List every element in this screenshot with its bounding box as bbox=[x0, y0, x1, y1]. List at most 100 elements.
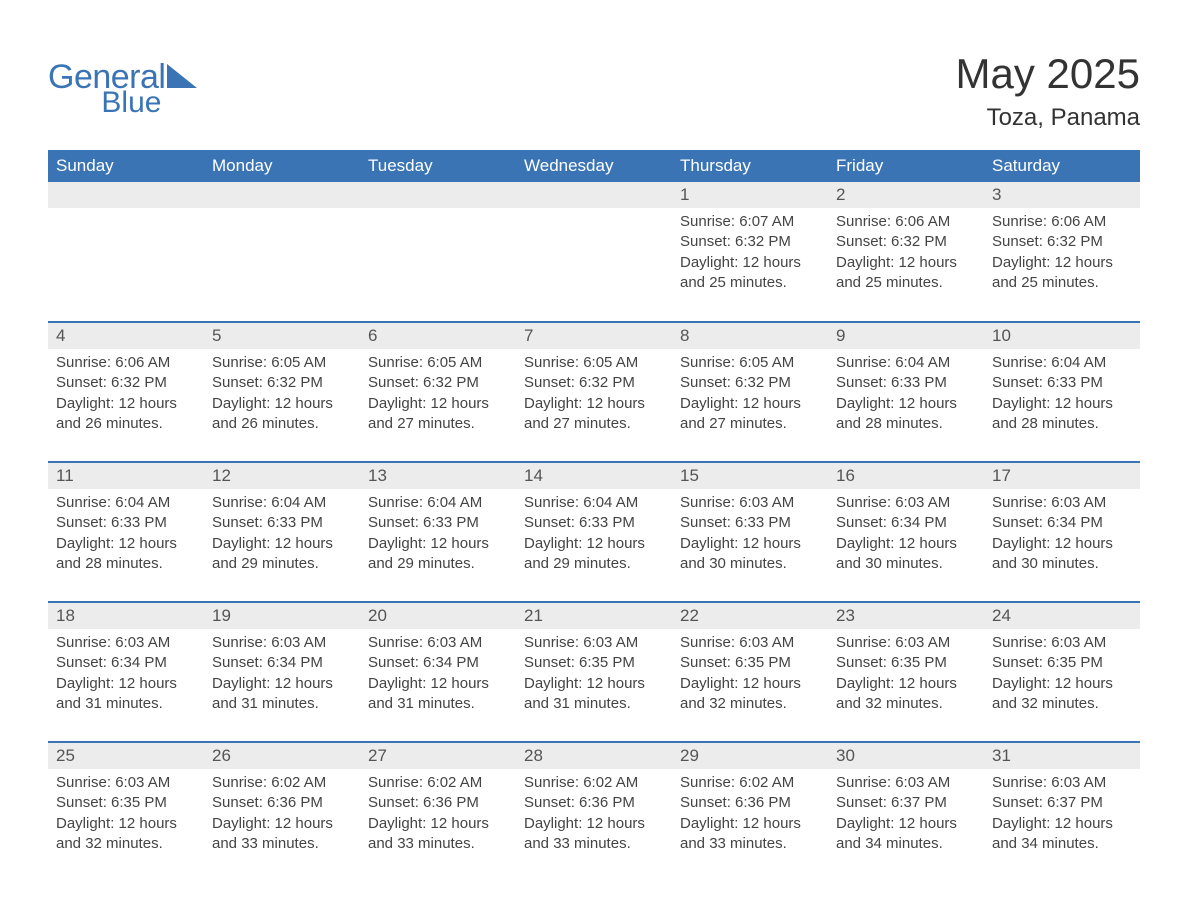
day-number: 10 bbox=[984, 323, 1140, 349]
day-number: 22 bbox=[672, 603, 828, 629]
day-content: Sunrise: 6:03 AMSunset: 6:35 PMDaylight:… bbox=[48, 769, 204, 862]
calendar-day-cell: 7Sunrise: 6:05 AMSunset: 6:32 PMDaylight… bbox=[516, 322, 672, 462]
daylight-line: Daylight: 12 hours and 32 minutes. bbox=[992, 674, 1132, 715]
day-number-empty bbox=[516, 182, 672, 208]
daylight-line: Daylight: 12 hours and 28 minutes. bbox=[836, 394, 976, 435]
day-number: 15 bbox=[672, 463, 828, 489]
weekday-header: Saturday bbox=[984, 150, 1140, 182]
sunset-line: Sunset: 6:32 PM bbox=[524, 373, 664, 393]
day-number: 28 bbox=[516, 743, 672, 769]
calendar-day-cell: 27Sunrise: 6:02 AMSunset: 6:36 PMDayligh… bbox=[360, 742, 516, 882]
day-content: Sunrise: 6:03 AMSunset: 6:34 PMDaylight:… bbox=[828, 489, 984, 582]
calendar-day-cell bbox=[204, 182, 360, 322]
header: General Blue May 2025 Toza, Panama bbox=[48, 50, 1140, 132]
sunset-line: Sunset: 6:32 PM bbox=[992, 232, 1132, 252]
calendar-day-cell: 24Sunrise: 6:03 AMSunset: 6:35 PMDayligh… bbox=[984, 602, 1140, 742]
calendar-day-cell: 29Sunrise: 6:02 AMSunset: 6:36 PMDayligh… bbox=[672, 742, 828, 882]
calendar-day-cell: 28Sunrise: 6:02 AMSunset: 6:36 PMDayligh… bbox=[516, 742, 672, 882]
sunset-line: Sunset: 6:36 PM bbox=[368, 793, 508, 813]
daylight-line: Daylight: 12 hours and 27 minutes. bbox=[524, 394, 664, 435]
daylight-line: Daylight: 12 hours and 33 minutes. bbox=[212, 814, 352, 855]
calendar-day-cell: 19Sunrise: 6:03 AMSunset: 6:34 PMDayligh… bbox=[204, 602, 360, 742]
sunset-line: Sunset: 6:33 PM bbox=[524, 513, 664, 533]
calendar-day-cell bbox=[360, 182, 516, 322]
sunrise-line: Sunrise: 6:06 AM bbox=[992, 212, 1132, 232]
daylight-line: Daylight: 12 hours and 29 minutes. bbox=[368, 534, 508, 575]
day-content: Sunrise: 6:05 AMSunset: 6:32 PMDaylight:… bbox=[204, 349, 360, 442]
weekday-header: Tuesday bbox=[360, 150, 516, 182]
day-number: 12 bbox=[204, 463, 360, 489]
calendar-day-cell: 25Sunrise: 6:03 AMSunset: 6:35 PMDayligh… bbox=[48, 742, 204, 882]
sunrise-line: Sunrise: 6:03 AM bbox=[992, 633, 1132, 653]
day-content: Sunrise: 6:03 AMSunset: 6:34 PMDaylight:… bbox=[48, 629, 204, 722]
calendar-day-cell: 15Sunrise: 6:03 AMSunset: 6:33 PMDayligh… bbox=[672, 462, 828, 602]
sunrise-line: Sunrise: 6:04 AM bbox=[524, 493, 664, 513]
sunrise-line: Sunrise: 6:05 AM bbox=[212, 353, 352, 373]
daylight-line: Daylight: 12 hours and 27 minutes. bbox=[368, 394, 508, 435]
day-content: Sunrise: 6:03 AMSunset: 6:35 PMDaylight:… bbox=[516, 629, 672, 722]
day-content: Sunrise: 6:06 AMSunset: 6:32 PMDaylight:… bbox=[984, 208, 1140, 301]
daylight-line: Daylight: 12 hours and 25 minutes. bbox=[836, 253, 976, 294]
calendar-week-row: 25Sunrise: 6:03 AMSunset: 6:35 PMDayligh… bbox=[48, 742, 1140, 882]
sunrise-line: Sunrise: 6:05 AM bbox=[524, 353, 664, 373]
day-number: 27 bbox=[360, 743, 516, 769]
day-number: 18 bbox=[48, 603, 204, 629]
calendar-day-cell: 18Sunrise: 6:03 AMSunset: 6:34 PMDayligh… bbox=[48, 602, 204, 742]
calendar-day-cell: 6Sunrise: 6:05 AMSunset: 6:32 PMDaylight… bbox=[360, 322, 516, 462]
calendar-day-cell: 11Sunrise: 6:04 AMSunset: 6:33 PMDayligh… bbox=[48, 462, 204, 602]
sunrise-line: Sunrise: 6:03 AM bbox=[212, 633, 352, 653]
sunset-line: Sunset: 6:34 PM bbox=[212, 653, 352, 673]
day-number: 20 bbox=[360, 603, 516, 629]
sunset-line: Sunset: 6:33 PM bbox=[992, 373, 1132, 393]
calendar-day-cell: 4Sunrise: 6:06 AMSunset: 6:32 PMDaylight… bbox=[48, 322, 204, 462]
sunset-line: Sunset: 6:34 PM bbox=[836, 513, 976, 533]
sunset-line: Sunset: 6:32 PM bbox=[680, 232, 820, 252]
sunset-line: Sunset: 6:32 PM bbox=[680, 373, 820, 393]
daylight-line: Daylight: 12 hours and 30 minutes. bbox=[992, 534, 1132, 575]
calendar-day-cell: 20Sunrise: 6:03 AMSunset: 6:34 PMDayligh… bbox=[360, 602, 516, 742]
sunrise-line: Sunrise: 6:04 AM bbox=[212, 493, 352, 513]
day-content: Sunrise: 6:03 AMSunset: 6:34 PMDaylight:… bbox=[360, 629, 516, 722]
sunrise-line: Sunrise: 6:03 AM bbox=[680, 493, 820, 513]
daylight-line: Daylight: 12 hours and 32 minutes. bbox=[56, 814, 196, 855]
day-content: Sunrise: 6:06 AMSunset: 6:32 PMDaylight:… bbox=[828, 208, 984, 301]
daylight-line: Daylight: 12 hours and 26 minutes. bbox=[212, 394, 352, 435]
daylight-line: Daylight: 12 hours and 32 minutes. bbox=[680, 674, 820, 715]
day-number: 2 bbox=[828, 182, 984, 208]
calendar-day-cell: 12Sunrise: 6:04 AMSunset: 6:33 PMDayligh… bbox=[204, 462, 360, 602]
sunrise-line: Sunrise: 6:03 AM bbox=[56, 773, 196, 793]
calendar-table: Sunday Monday Tuesday Wednesday Thursday… bbox=[48, 150, 1140, 882]
day-number: 14 bbox=[516, 463, 672, 489]
day-content: Sunrise: 6:04 AMSunset: 6:33 PMDaylight:… bbox=[204, 489, 360, 582]
daylight-line: Daylight: 12 hours and 26 minutes. bbox=[56, 394, 196, 435]
day-number: 13 bbox=[360, 463, 516, 489]
calendar-day-cell: 3Sunrise: 6:06 AMSunset: 6:32 PMDaylight… bbox=[984, 182, 1140, 322]
day-content: Sunrise: 6:04 AMSunset: 6:33 PMDaylight:… bbox=[360, 489, 516, 582]
sunrise-line: Sunrise: 6:06 AM bbox=[56, 353, 196, 373]
day-number: 25 bbox=[48, 743, 204, 769]
day-number: 30 bbox=[828, 743, 984, 769]
day-number: 11 bbox=[48, 463, 204, 489]
sunrise-line: Sunrise: 6:03 AM bbox=[836, 633, 976, 653]
sunset-line: Sunset: 6:35 PM bbox=[836, 653, 976, 673]
calendar-day-cell: 23Sunrise: 6:03 AMSunset: 6:35 PMDayligh… bbox=[828, 602, 984, 742]
calendar-day-cell: 21Sunrise: 6:03 AMSunset: 6:35 PMDayligh… bbox=[516, 602, 672, 742]
day-number: 6 bbox=[360, 323, 516, 349]
calendar-day-cell: 9Sunrise: 6:04 AMSunset: 6:33 PMDaylight… bbox=[828, 322, 984, 462]
day-number: 1 bbox=[672, 182, 828, 208]
sunset-line: Sunset: 6:33 PM bbox=[680, 513, 820, 533]
day-content: Sunrise: 6:04 AMSunset: 6:33 PMDaylight:… bbox=[48, 489, 204, 582]
sunrise-line: Sunrise: 6:07 AM bbox=[680, 212, 820, 232]
calendar-day-cell: 10Sunrise: 6:04 AMSunset: 6:33 PMDayligh… bbox=[984, 322, 1140, 462]
calendar-week-row: 1Sunrise: 6:07 AMSunset: 6:32 PMDaylight… bbox=[48, 182, 1140, 322]
day-content: Sunrise: 6:03 AMSunset: 6:37 PMDaylight:… bbox=[828, 769, 984, 862]
sunset-line: Sunset: 6:35 PM bbox=[680, 653, 820, 673]
sunset-line: Sunset: 6:36 PM bbox=[524, 793, 664, 813]
daylight-line: Daylight: 12 hours and 33 minutes. bbox=[368, 814, 508, 855]
day-content: Sunrise: 6:02 AMSunset: 6:36 PMDaylight:… bbox=[360, 769, 516, 862]
daylight-line: Daylight: 12 hours and 27 minutes. bbox=[680, 394, 820, 435]
day-number-empty bbox=[204, 182, 360, 208]
day-number: 17 bbox=[984, 463, 1140, 489]
daylight-line: Daylight: 12 hours and 25 minutes. bbox=[992, 253, 1132, 294]
calendar-day-cell bbox=[516, 182, 672, 322]
